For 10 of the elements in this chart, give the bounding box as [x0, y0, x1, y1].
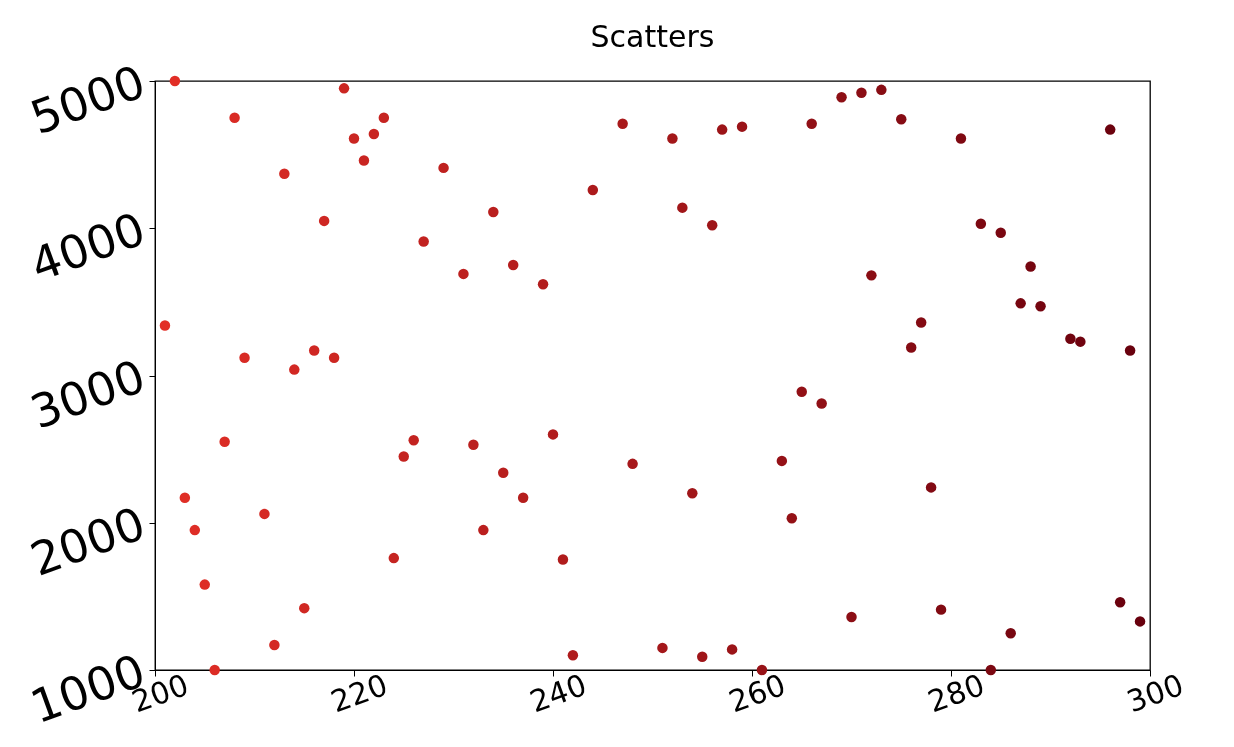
x-tick-label: 240 — [525, 666, 592, 720]
y-tick-label: 3000 — [23, 348, 153, 440]
chart-title: Scatters — [590, 19, 715, 55]
x-tick-label: 280 — [923, 666, 990, 720]
x-tick-label: 260 — [724, 666, 791, 720]
x-tick-label: 300 — [1122, 666, 1189, 720]
y-tick-label: 4000 — [23, 201, 153, 293]
x-tick-label: 220 — [326, 666, 393, 720]
y-tick-label: 2000 — [23, 496, 153, 587]
y-tick-label: 5000 — [23, 54, 153, 146]
